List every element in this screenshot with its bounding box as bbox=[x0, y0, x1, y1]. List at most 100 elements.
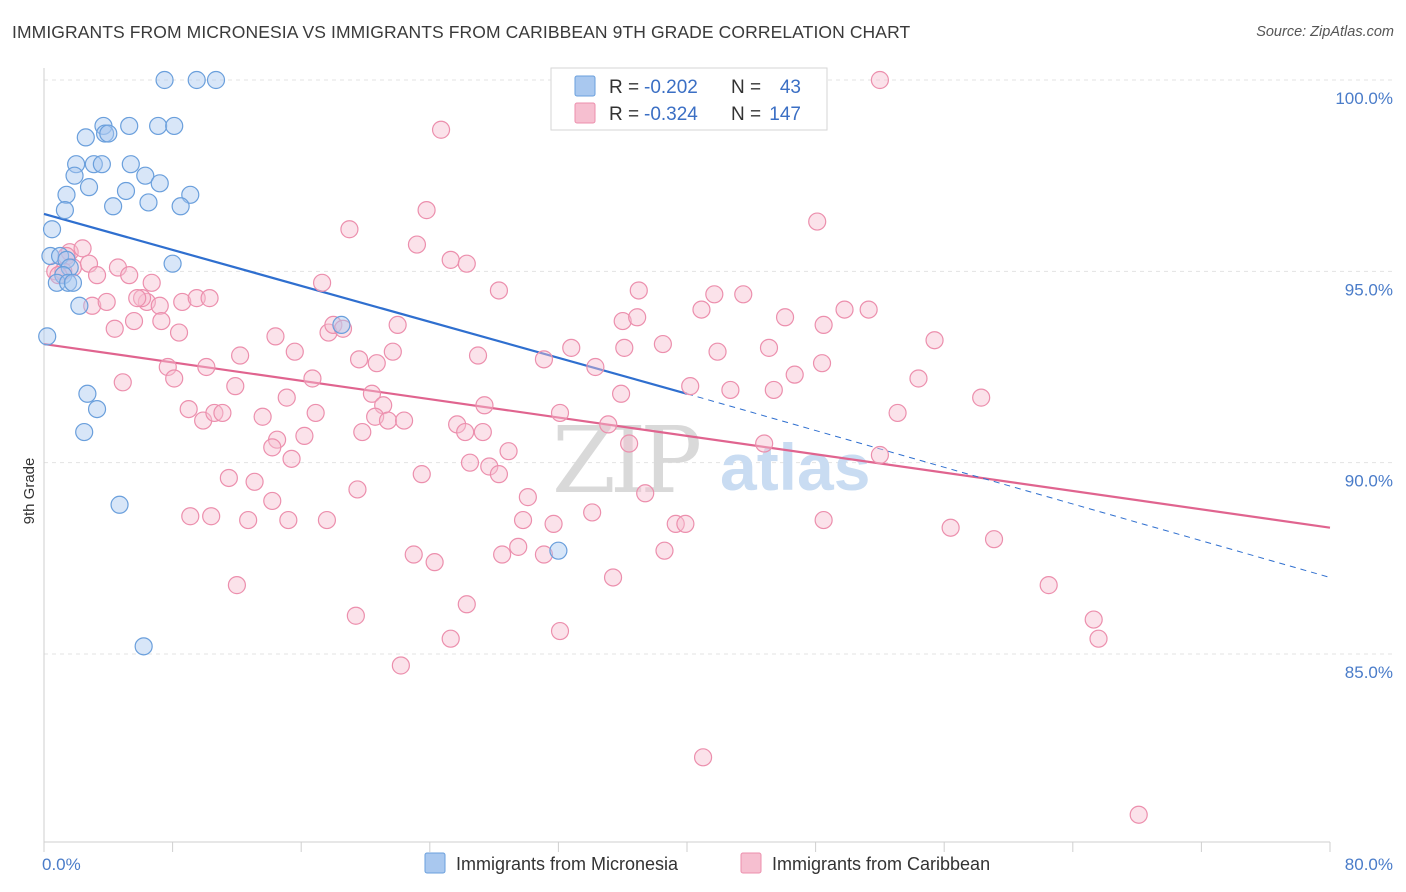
y-tick-label: 85.0% bbox=[1345, 663, 1393, 682]
point-caribbean bbox=[599, 415, 618, 434]
point-micronesia bbox=[59, 273, 78, 292]
point-micronesia bbox=[87, 399, 107, 419]
point-caribbean bbox=[263, 491, 282, 511]
point-caribbean bbox=[353, 422, 372, 442]
point-micronesia bbox=[110, 495, 129, 514]
point-caribbean bbox=[870, 445, 890, 465]
point-caribbean bbox=[1129, 805, 1148, 824]
point-caribbean bbox=[113, 373, 132, 392]
point-micronesia bbox=[332, 315, 351, 335]
point-caribbean bbox=[764, 380, 783, 400]
point-caribbean bbox=[468, 346, 488, 365]
point-micronesia bbox=[42, 220, 62, 239]
point-caribbean bbox=[187, 289, 206, 308]
point-micronesia bbox=[139, 193, 158, 212]
point-caribbean bbox=[653, 334, 672, 354]
gridlines bbox=[44, 79, 1392, 655]
point-caribbean bbox=[473, 422, 492, 442]
legend-swatch-caribbean bbox=[574, 102, 596, 124]
point-caribbean bbox=[142, 273, 161, 292]
point-caribbean bbox=[708, 342, 727, 361]
point-caribbean bbox=[179, 399, 198, 419]
point-caribbean bbox=[620, 434, 639, 453]
bottom-swatch-micronesia bbox=[424, 852, 446, 874]
point-micronesia bbox=[65, 166, 84, 185]
point-caribbean bbox=[460, 453, 480, 472]
point-caribbean bbox=[489, 465, 509, 484]
point-caribbean bbox=[425, 553, 444, 572]
point-caribbean bbox=[544, 514, 563, 533]
point-caribbean bbox=[391, 656, 410, 675]
point-caribbean bbox=[493, 545, 512, 564]
point-caribbean bbox=[245, 472, 264, 491]
point-caribbean bbox=[509, 537, 528, 556]
point-caribbean bbox=[150, 296, 169, 315]
y-tick-label: 100.0% bbox=[1335, 89, 1393, 108]
point-micronesia bbox=[171, 197, 190, 216]
point-caribbean bbox=[181, 507, 200, 526]
point-caribbean bbox=[239, 510, 258, 530]
point-caribbean bbox=[282, 449, 301, 468]
point-micronesia bbox=[121, 155, 140, 174]
point-micronesia bbox=[187, 70, 206, 90]
point-caribbean bbox=[534, 545, 554, 564]
point-caribbean bbox=[499, 442, 518, 461]
point-caribbean bbox=[362, 384, 382, 403]
point-caribbean bbox=[97, 292, 116, 312]
point-caribbean bbox=[197, 357, 216, 377]
point-caribbean bbox=[628, 308, 647, 327]
x-tick-min: 0.0% bbox=[42, 855, 81, 874]
series-legend: Immigrants from Micronesia Immigrants fr… bbox=[424, 852, 990, 874]
point-caribbean bbox=[417, 201, 436, 220]
point-caribbean bbox=[441, 629, 460, 648]
point-caribbean bbox=[603, 568, 623, 587]
point-caribbean bbox=[394, 411, 414, 430]
point-caribbean bbox=[550, 403, 570, 423]
point-micronesia bbox=[549, 541, 568, 560]
point-caribbean bbox=[480, 457, 499, 476]
point-micronesia bbox=[67, 155, 86, 174]
point-micronesia bbox=[149, 116, 168, 136]
point-caribbean bbox=[583, 503, 602, 522]
point-caribbean bbox=[615, 338, 634, 357]
legend-r-value-2: -0.324 bbox=[644, 104, 698, 125]
point-caribbean bbox=[457, 254, 476, 273]
point-caribbean bbox=[775, 308, 795, 327]
point-caribbean bbox=[227, 576, 246, 595]
point-caribbean bbox=[83, 296, 102, 315]
legend-r-label-2: R = bbox=[609, 104, 639, 125]
point-caribbean bbox=[705, 285, 724, 304]
bottom-legend-micronesia: Immigrants from Micronesia bbox=[456, 854, 679, 874]
point-micronesia bbox=[136, 166, 155, 185]
svg-text:ZIP: ZIP bbox=[552, 407, 699, 514]
point-caribbean bbox=[475, 396, 494, 415]
point-caribbean bbox=[586, 357, 605, 377]
point-caribbean bbox=[124, 311, 144, 331]
point-caribbean bbox=[1084, 610, 1103, 629]
point-caribbean bbox=[285, 342, 304, 361]
point-caribbean bbox=[1039, 576, 1058, 595]
point-caribbean bbox=[295, 426, 314, 445]
point-caribbean bbox=[870, 70, 890, 90]
trend-lines bbox=[43, 212, 1331, 578]
point-micronesia bbox=[206, 70, 226, 90]
point-caribbean bbox=[814, 510, 833, 530]
point-caribbean bbox=[613, 311, 632, 331]
point-caribbean bbox=[105, 319, 124, 338]
point-micronesia bbox=[75, 422, 94, 442]
legend-n-label-1: N = bbox=[731, 77, 761, 98]
point-caribbean bbox=[721, 380, 740, 400]
point-caribbean bbox=[666, 514, 685, 533]
point-caribbean bbox=[266, 327, 285, 346]
point-micronesia bbox=[165, 116, 184, 136]
point-micronesia bbox=[92, 155, 111, 174]
point-caribbean bbox=[835, 300, 854, 319]
point-caribbean bbox=[456, 422, 475, 442]
legend-n-label-2: N = bbox=[731, 104, 761, 125]
point-caribbean bbox=[253, 407, 272, 426]
point-caribbean bbox=[636, 484, 655, 503]
legend-r-label-1: R = bbox=[609, 77, 639, 98]
trend-line-micronesia-extension bbox=[686, 393, 1331, 578]
point-micronesia bbox=[134, 637, 153, 656]
point-caribbean bbox=[383, 342, 402, 361]
